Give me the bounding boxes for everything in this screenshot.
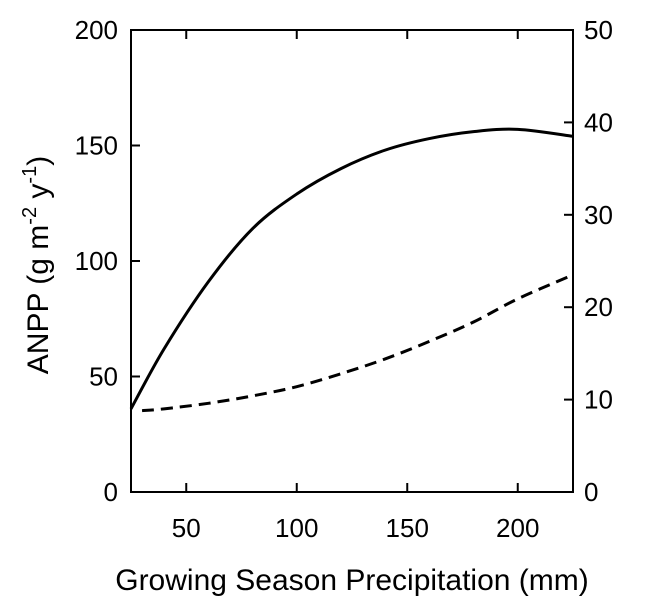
x-tick-label: 50 — [172, 513, 201, 543]
y-right-tick-label: 10 — [584, 385, 613, 415]
y-right-tick-label: 0 — [584, 477, 598, 507]
y-right-tick-label: 30 — [584, 200, 613, 230]
y-axis-left-label: ANPP (g m-2 y-1) — [19, 156, 55, 374]
y-axis-left: 0 50 100 150 200 — [75, 15, 140, 507]
x-axis: 50 100 150 200 — [172, 30, 539, 543]
series-line-solid — [129, 127, 574, 410]
series-group — [129, 127, 574, 413]
y-right-tick-label: 20 — [584, 292, 613, 322]
series-line-dashed — [141, 273, 574, 413]
y-left-tick-label: 150 — [75, 131, 118, 161]
x-tick-label: 100 — [275, 513, 318, 543]
x-axis-label: Growing Season Precipitation (mm) — [115, 564, 589, 597]
y-left-tick-label: 200 — [75, 15, 118, 45]
y-left-tick-label: 100 — [75, 246, 118, 276]
y-right-tick-label: 50 — [584, 15, 613, 45]
x-tick-label: 150 — [386, 513, 429, 543]
y-left-tick-label: 50 — [89, 362, 118, 392]
y-right-tick-label: 40 — [584, 107, 613, 137]
plot-frame — [130, 29, 574, 493]
y-left-tick-label: 0 — [104, 477, 118, 507]
y-axis-right: 0 10 20 30 40 50 — [564, 15, 613, 507]
x-tick-label: 200 — [496, 513, 539, 543]
